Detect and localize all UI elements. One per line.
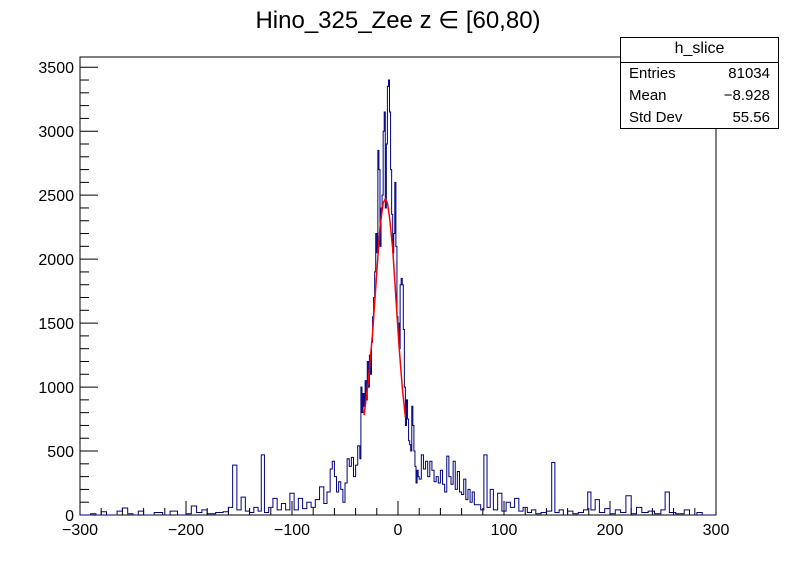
x-tick-label: −200 (168, 522, 204, 539)
y-tick-label: 500 (47, 444, 74, 461)
stats-row-entries: Entries 81034 (621, 63, 778, 85)
x-tick-label: 100 (491, 522, 518, 539)
stats-label: Std Dev (629, 109, 683, 126)
stats-value: 55.56 (732, 109, 770, 126)
y-tick-label: 3000 (38, 124, 74, 141)
y-tick-label: 2000 (38, 252, 74, 269)
stats-value: −8.928 (723, 87, 770, 104)
stats-row-stddev: Std Dev 55.56 (621, 107, 778, 129)
x-tick-label: 200 (597, 522, 624, 539)
histogram-series (80, 79, 716, 516)
stats-row-mean: Mean −8.928 (621, 85, 778, 107)
stats-value: 81034 (728, 65, 770, 82)
x-tick-label: −300 (62, 522, 98, 539)
stats-box: h_slice Entries 81034 Mean −8.928 Std De… (620, 37, 779, 129)
y-tick-label: 1000 (38, 380, 74, 397)
y-tick-label: 1500 (38, 316, 74, 333)
y-tick-label: 3500 (38, 60, 74, 77)
x-tick-label: 0 (394, 522, 403, 539)
y-axis: 0 500 1000 1500 2000 2500 3000 3500 (38, 60, 98, 525)
chart-title: Hino_325_Zee z ∈ [60,80) (255, 7, 541, 34)
fit-curve (363, 197, 407, 418)
x-axis: −300 −200 −100 0 100 200 300 (62, 501, 729, 539)
stats-label: Mean (629, 87, 667, 104)
y-tick-label: 2500 (38, 188, 74, 205)
stats-label: Entries (629, 65, 676, 82)
y-tick-label: 0 (65, 508, 74, 525)
x-tick-label: −100 (274, 522, 310, 539)
stats-box-title: h_slice (621, 38, 778, 63)
x-tick-label: 300 (703, 522, 730, 539)
